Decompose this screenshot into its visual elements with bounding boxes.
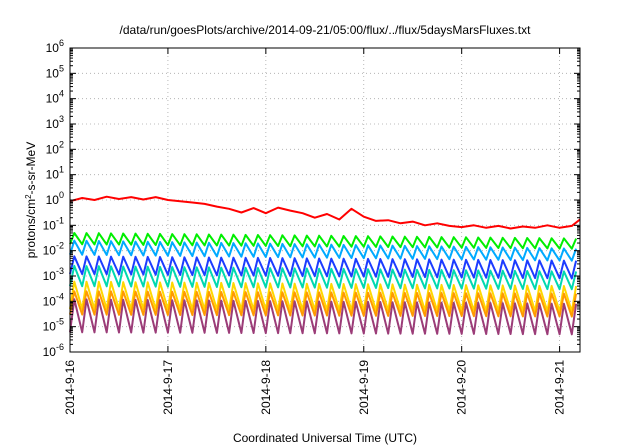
plot-frame xyxy=(69,47,581,353)
plot-border xyxy=(69,47,581,353)
series-line-4 xyxy=(69,255,578,280)
y-tick-label: 10-1 xyxy=(43,215,64,232)
series-line-7 xyxy=(69,290,578,318)
series-line-8 xyxy=(69,298,578,336)
y-axis-label-suffix: -s-sr-MeV xyxy=(24,142,38,195)
series-line-2 xyxy=(69,232,578,250)
x-tick-label: 2014-9-16 xyxy=(63,360,77,415)
y-tick-label: 103 xyxy=(46,114,64,131)
series-line-3 xyxy=(69,239,578,262)
y-axis-label: protons/cm2-s-sr-MeV xyxy=(24,142,39,258)
series-line-6 xyxy=(69,280,578,313)
series-line-5 xyxy=(69,264,578,291)
y-tick-label: 100 xyxy=(46,190,64,207)
x-tick-label: 2014-9-17 xyxy=(161,360,175,415)
y-tick-label: 10-5 xyxy=(43,317,64,334)
y-axis-label-prefix: protons/cm xyxy=(24,199,38,258)
y-tick-label: 10-4 xyxy=(43,291,64,308)
series-line-1 xyxy=(69,195,581,230)
x-tick-label: 2014-9-18 xyxy=(259,360,273,415)
y-tick-label: 101 xyxy=(46,165,64,182)
x-tick-label: 2014-9-21 xyxy=(553,360,567,415)
y-tick-label: 106 xyxy=(46,38,64,55)
y-tick-label: 105 xyxy=(46,63,64,80)
x-tick-labels: 2014-9-16 2014-9-17 2014-9-18 2014-9-19 2014… xyxy=(63,360,567,415)
chart-title: /data/run/goesPlots/archive/2014-09-21/0… xyxy=(120,23,532,37)
x-tick-label: 2014-9-20 xyxy=(455,360,469,415)
y-tick-label: 10-3 xyxy=(43,266,64,283)
series-lines xyxy=(69,195,581,336)
y-axis-label-superscript: 2 xyxy=(24,194,33,199)
y-tick-label: 104 xyxy=(46,89,64,106)
x-tick-label: 2014-9-19 xyxy=(357,360,371,415)
y-tick-label: 10-2 xyxy=(43,241,64,258)
y-tick-label: 102 xyxy=(46,139,64,156)
y-tick-label: 10-6 xyxy=(43,342,64,359)
y-tick-labels: 10-6 10-5 10-4 10-3 10-2 10-1 100 101 102 103 104 1… xyxy=(43,38,64,359)
x-axis-label: Coordinated Universal Time (UTC) xyxy=(233,431,417,445)
